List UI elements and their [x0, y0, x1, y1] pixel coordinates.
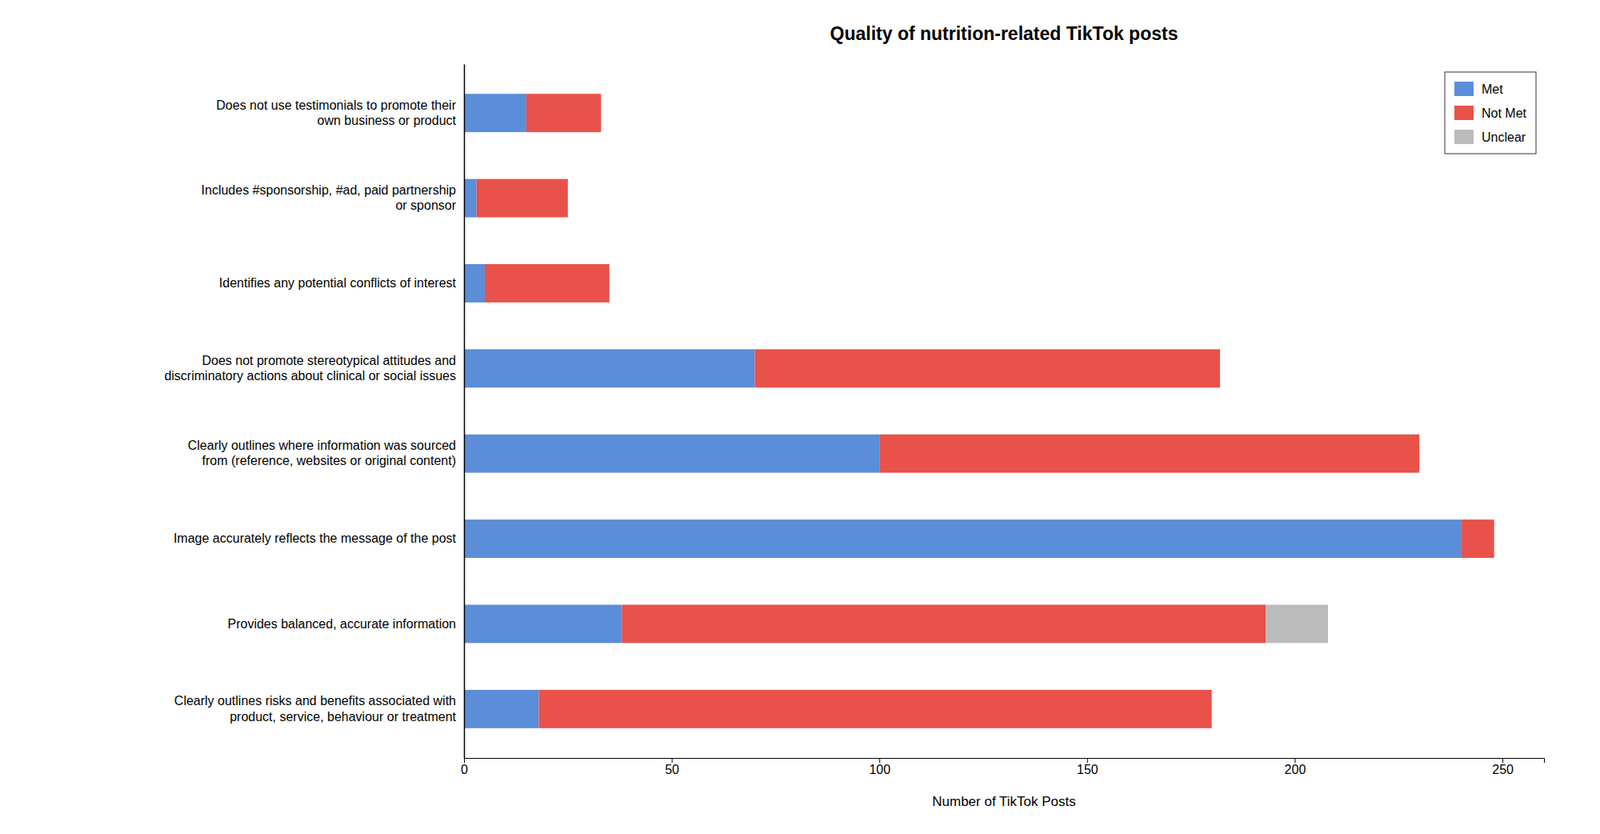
bar	[464, 604, 622, 644]
bar	[538, 689, 1212, 728]
x-tick: 150	[1076, 757, 1099, 776]
bar	[464, 434, 880, 473]
x-tick-mark	[1087, 757, 1088, 763]
x-axis-line	[464, 758, 1545, 764]
y-tick-label: Includes #sponsorship, #ad, paid partner…	[201, 183, 457, 212]
chart-title: Quality of nutrition-related TikTok post…	[830, 23, 1179, 44]
legend-swatch	[1454, 129, 1474, 144]
legend-swatch	[1454, 105, 1474, 120]
bar	[476, 179, 568, 218]
bar	[484, 264, 610, 303]
bar	[608, 264, 610, 303]
bar-series	[1265, 604, 1328, 644]
plot: 0 50 100 150 200 250 Does not use testimonials…	[164, 64, 1544, 777]
x-tick-mark	[464, 757, 465, 763]
y-tick: Does not promote stereotypical attitudes…	[164, 353, 464, 383]
bar	[464, 689, 539, 728]
y-tick: Clearly outlines risks and benefits asso…	[174, 693, 464, 723]
y-axis-line	[464, 64, 466, 759]
bar	[1220, 348, 1221, 388]
legend-item: Not Met	[1454, 105, 1528, 120]
chart-container: 0 50 100 150 200 250 Does not use testimonials…	[0, 0, 1600, 834]
bar	[879, 434, 1420, 473]
legend-label: Not Met	[1481, 106, 1528, 120]
y-tick: Identifies any potential conflicts of in…	[219, 276, 464, 290]
x-tick: 100	[868, 757, 891, 776]
y-tick: Image accurately reflects the message of…	[173, 531, 464, 545]
y-tick-label: Identifies any potential conflicts of in…	[219, 276, 457, 290]
legend-label: Met	[1481, 82, 1504, 96]
bar	[754, 348, 1220, 388]
y-tick: Does not use testimonials to promote the…	[216, 98, 464, 128]
y-tick: Includes #sponsorship, #ad, paid partner…	[201, 183, 464, 212]
x-tick-label: 50	[664, 762, 680, 776]
x-axis: 0 50 100 150 200 250	[460, 757, 1544, 776]
x-tick: 0	[460, 757, 468, 776]
legend-item: Unclear	[1454, 129, 1527, 144]
y-tick-label: Clearly outlines risks and benefits asso…	[174, 693, 457, 723]
bar	[621, 604, 1266, 644]
bar	[526, 93, 601, 132]
bar	[567, 179, 568, 218]
x-tick-mark	[879, 757, 880, 763]
y-tick-label: Does not use testimonials to promote the…	[216, 98, 456, 128]
x-tick-label: 100	[868, 762, 891, 776]
bar	[1419, 434, 1420, 473]
bar-series	[476, 93, 1495, 728]
legend-item: Met	[1454, 81, 1504, 96]
x-tick: 200	[1284, 757, 1307, 776]
bar	[1265, 604, 1328, 644]
y-tick: Provides balanced, accurate information	[228, 616, 465, 631]
x-axis-title: Number of TikTok Posts	[932, 793, 1076, 809]
x-tick-mark	[672, 757, 673, 763]
bar-series	[464, 93, 1461, 728]
bar	[464, 348, 755, 388]
bar	[600, 93, 602, 132]
x-tick-label: 250	[1492, 762, 1514, 776]
legend-label: Unclear	[1481, 130, 1527, 144]
y-tick-label: Does not promote stereotypical attitudes…	[164, 353, 456, 383]
x-tick: 50	[664, 757, 680, 776]
bar	[464, 264, 485, 303]
bar	[464, 93, 527, 132]
bar	[1493, 519, 1495, 558]
legend-box	[1444, 72, 1536, 154]
x-tick-mark	[1294, 757, 1296, 763]
x-tick-label: 200	[1284, 762, 1307, 776]
y-axis: Does not use testimonials to promote the…	[164, 64, 464, 759]
x-tick-mark	[1502, 757, 1504, 763]
chart-svg: 0 50 100 150 200 250 Does not use testimonials…	[0, 0, 1600, 834]
y-tick-label: Provides balanced, accurate information	[228, 616, 457, 631]
x-tick-label: 0	[460, 762, 468, 776]
y-tick-label: Image accurately reflects the message of…	[173, 531, 457, 545]
bar	[464, 179, 477, 218]
y-tick: Clearly outlines where information was s…	[188, 438, 464, 468]
bar	[1211, 689, 1212, 728]
y-tick-label: Clearly outlines where information was s…	[188, 438, 456, 468]
x-tick-label: 150	[1076, 762, 1099, 776]
bar	[464, 519, 1461, 558]
x-tick: 250	[1492, 757, 1514, 776]
legend: Met Not Met Unclear	[1444, 72, 1536, 154]
bars	[464, 93, 1495, 728]
legend-swatch	[1454, 81, 1474, 96]
bar	[1460, 519, 1495, 558]
